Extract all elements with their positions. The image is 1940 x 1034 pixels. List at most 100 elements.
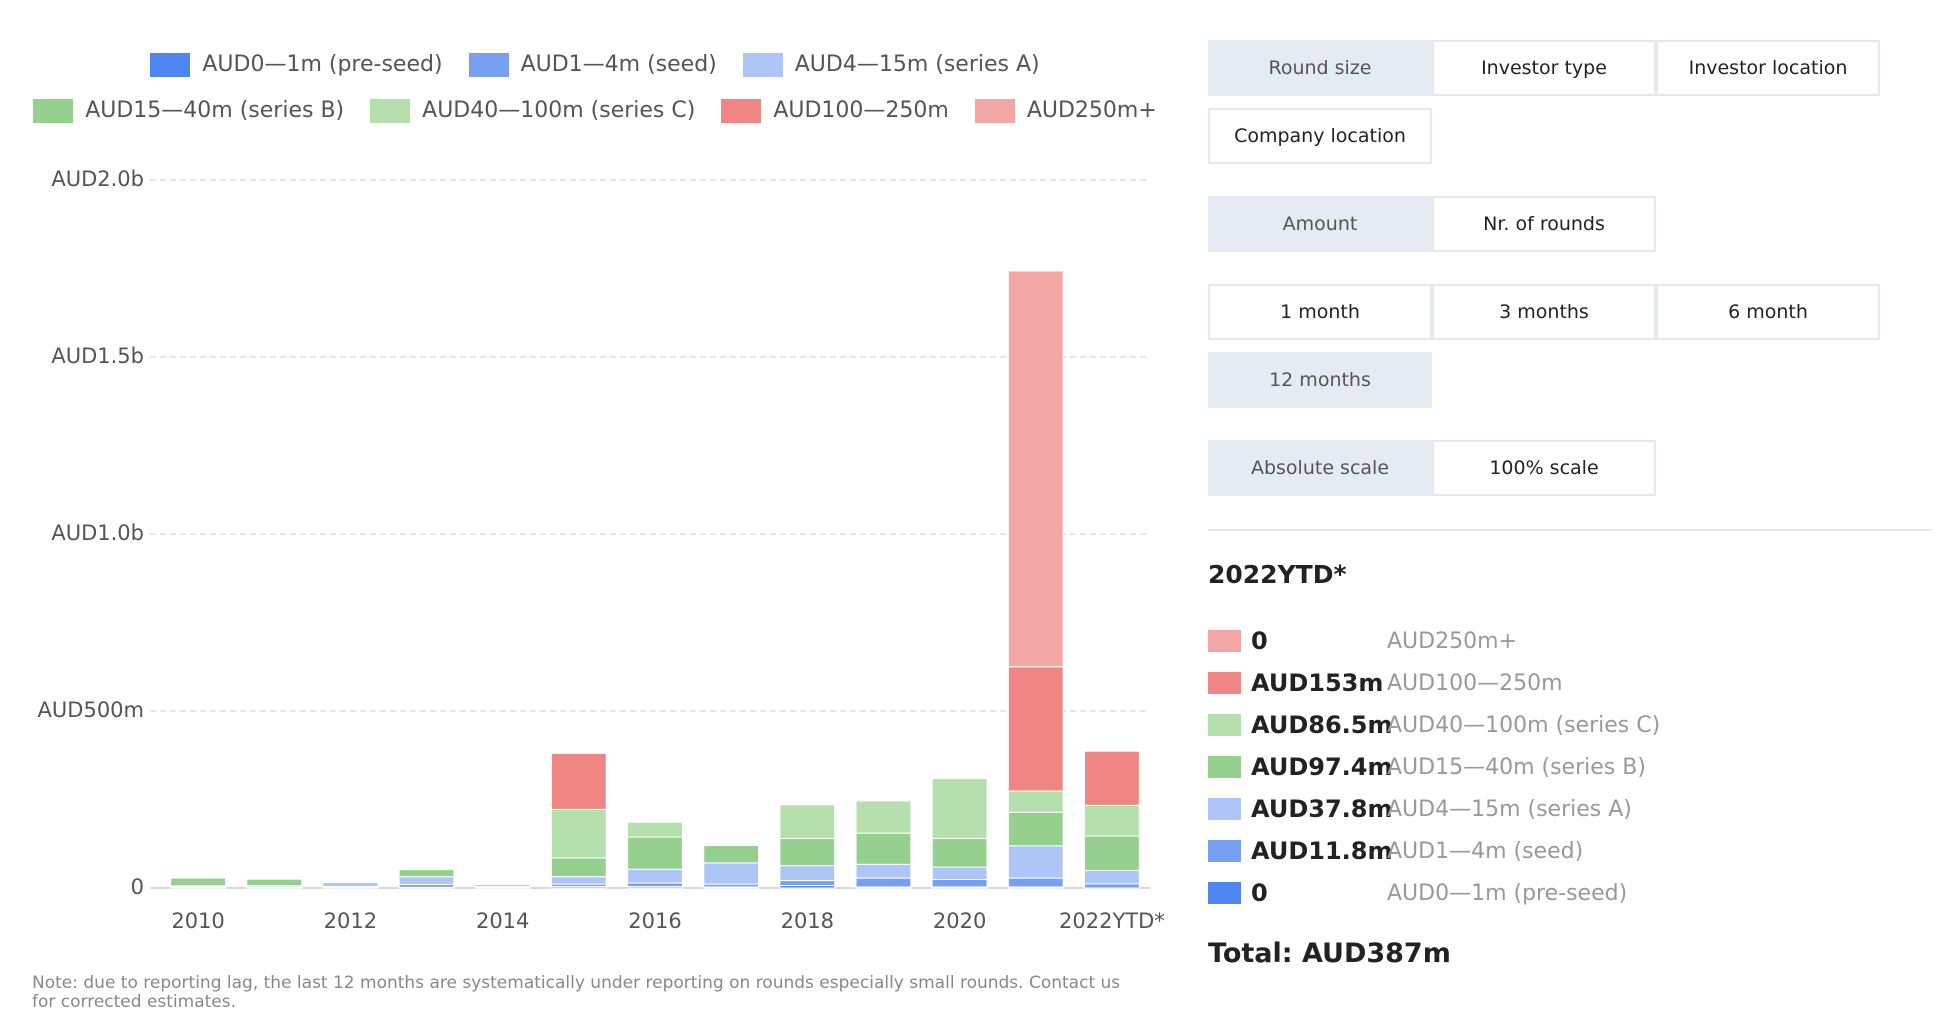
summary-label: AUD40—100m (series C) (1387, 712, 1661, 738)
bar-segment (627, 836, 683, 870)
x-tick-label: 2018 (781, 909, 834, 933)
legend-label: AUD0—1m (pre-seed) (202, 52, 443, 77)
summary-swatch (1208, 672, 1241, 694)
toggle-button[interactable]: 100% scale (1432, 440, 1656, 496)
bar-segment (931, 837, 988, 868)
note: Note: due to reporting lag, the last 12 … (32, 973, 1121, 1012)
toggle-button[interactable]: Round size (1208, 40, 1432, 96)
y-tick-label: AUD2.0b (51, 167, 144, 191)
bar-segment (322, 881, 379, 883)
summary-row: AUD37.8m AUD4—15m (series A) (1208, 794, 1632, 824)
bar-segment (931, 866, 988, 881)
toggle-button[interactable]: 6 month (1656, 284, 1880, 340)
legend-item[interactable]: AUD100—250m (721, 98, 949, 123)
bar-segment (855, 800, 912, 834)
bar-segment (550, 752, 607, 810)
legend-swatch (150, 52, 191, 77)
legend-item[interactable]: AUD4—15m (series A) (742, 52, 1040, 77)
legend-item[interactable]: AUD0—1m (pre-seed) (150, 52, 443, 77)
bar-segment (1084, 835, 1140, 871)
bar-segment (1007, 790, 1064, 813)
toggle-button[interactable]: 1 month (1208, 284, 1432, 340)
toggle-button[interactable]: Nr. of rounds (1432, 196, 1656, 252)
summary-amount: AUD11.8m (1251, 837, 1393, 865)
bar-segment (779, 837, 836, 867)
toggle-button[interactable]: Investor type (1432, 40, 1656, 96)
x-tick-label: 2014 (476, 909, 529, 933)
summary-swatch (1208, 882, 1241, 904)
bar-segment (1084, 883, 1140, 889)
summary-amount: 0 (1251, 879, 1268, 907)
chart: 0 AUD500m AUD1.0b AUD1.5b AUD2.0b 2010 2012 201… (38, 167, 1165, 933)
x-tick-label: 2020 (933, 909, 986, 933)
legend-item[interactable]: AUD40—100m (series C) (370, 98, 695, 123)
button-group: 1 month 3 months 6 month 12 months (1208, 284, 1880, 408)
bar-segment (322, 881, 379, 888)
summary-swatch (1208, 756, 1241, 778)
bar-segment (931, 879, 988, 888)
bar-segment (1007, 845, 1064, 879)
summary-label: AUD1—4m (seed) (1387, 838, 1584, 864)
bar-segment (855, 863, 912, 879)
toggle-button[interactable]: 12 months (1208, 352, 1432, 408)
legend-label: AUD40—100m (series C) (422, 98, 696, 123)
x-tick-label: 2016 (628, 909, 681, 933)
bar-segment (1007, 270, 1064, 668)
bar-segment (398, 876, 455, 885)
bar-segment (703, 862, 760, 885)
y-tick-label: AUD1.0b (51, 521, 144, 545)
summary-row: AUD11.8m AUD1—4m (seed) (1208, 836, 1583, 866)
legend-item[interactable]: AUD15—40m (series B) (33, 98, 344, 123)
summary-label: AUD250m+ (1387, 628, 1517, 654)
summary-swatch (1208, 798, 1241, 820)
legend-label: AUD100—250m (773, 98, 949, 123)
toggle-button[interactable]: 3 months (1432, 284, 1656, 340)
legend-item[interactable]: AUD250m+ (974, 98, 1157, 123)
summary-amount: AUD97.4m (1251, 753, 1393, 781)
summary-total: Total: AUD387m (1208, 938, 1451, 969)
x-tick-label: 2012 (324, 909, 377, 933)
toggle-button[interactable]: Absolute scale (1208, 440, 1432, 496)
toggle-button[interactable]: Amount (1208, 196, 1432, 252)
summary-row: 0 AUD250m+ (1208, 626, 1517, 656)
summary-row: 0 AUD0—1m (pre-seed) (1208, 878, 1627, 908)
summary-label: AUD4—15m (series A) (1387, 796, 1632, 822)
y-tick-label: AUD500m (38, 698, 144, 722)
summary-label: AUD0—1m (pre-seed) (1387, 880, 1628, 906)
bar-segment (1007, 877, 1064, 888)
toggle-button[interactable]: Investor location (1656, 40, 1880, 96)
legend: AUD0—1m (pre-seed) AUD1—4m (seed) AUD4—15m… (40, 52, 1150, 77)
summary-amount: AUD86.5m (1251, 711, 1393, 739)
legend-swatch (742, 52, 783, 77)
bar-segment (474, 883, 531, 888)
bar-segment (779, 804, 836, 839)
bar-segment (246, 878, 303, 887)
bar-segment (779, 865, 836, 882)
button-group: Round size Investor type Investor location… (1208, 40, 1880, 164)
toggle-button[interactable]: Company location (1208, 108, 1432, 164)
bar-segment (1007, 666, 1064, 792)
summary-swatch (1208, 630, 1241, 652)
legend: AUD15—40m (series B) AUD40—100m (series C… (33, 98, 1157, 123)
summary-amount: AUD37.8m (1251, 795, 1393, 823)
bar-segment (931, 778, 988, 839)
separator (1208, 529, 1932, 531)
bar-segment (550, 857, 607, 878)
summary-row: AUD153m AUD100—250m (1208, 668, 1563, 698)
x-tick-label: 2010 (171, 909, 224, 933)
bar-segment (1084, 804, 1140, 837)
bar-segment (1084, 750, 1140, 806)
control-panel: Round size Investor type Investor location… (1208, 40, 1932, 528)
legend-item[interactable]: AUD1—4m (seed) (468, 52, 717, 77)
bar-segment (398, 869, 455, 878)
y-tick-label: 0 (131, 875, 144, 899)
summary-swatch (1208, 714, 1241, 736)
summary-label: AUD15—40m (series B) (1387, 754, 1646, 780)
bar-segment (550, 876, 607, 885)
bar-segment (170, 877, 226, 887)
y-tick-label: AUD1.5b (51, 344, 144, 368)
legend-swatch (721, 98, 762, 123)
x-tick-label: 2022YTD* (1059, 909, 1165, 933)
summary-amount: 0 (1251, 627, 1268, 655)
